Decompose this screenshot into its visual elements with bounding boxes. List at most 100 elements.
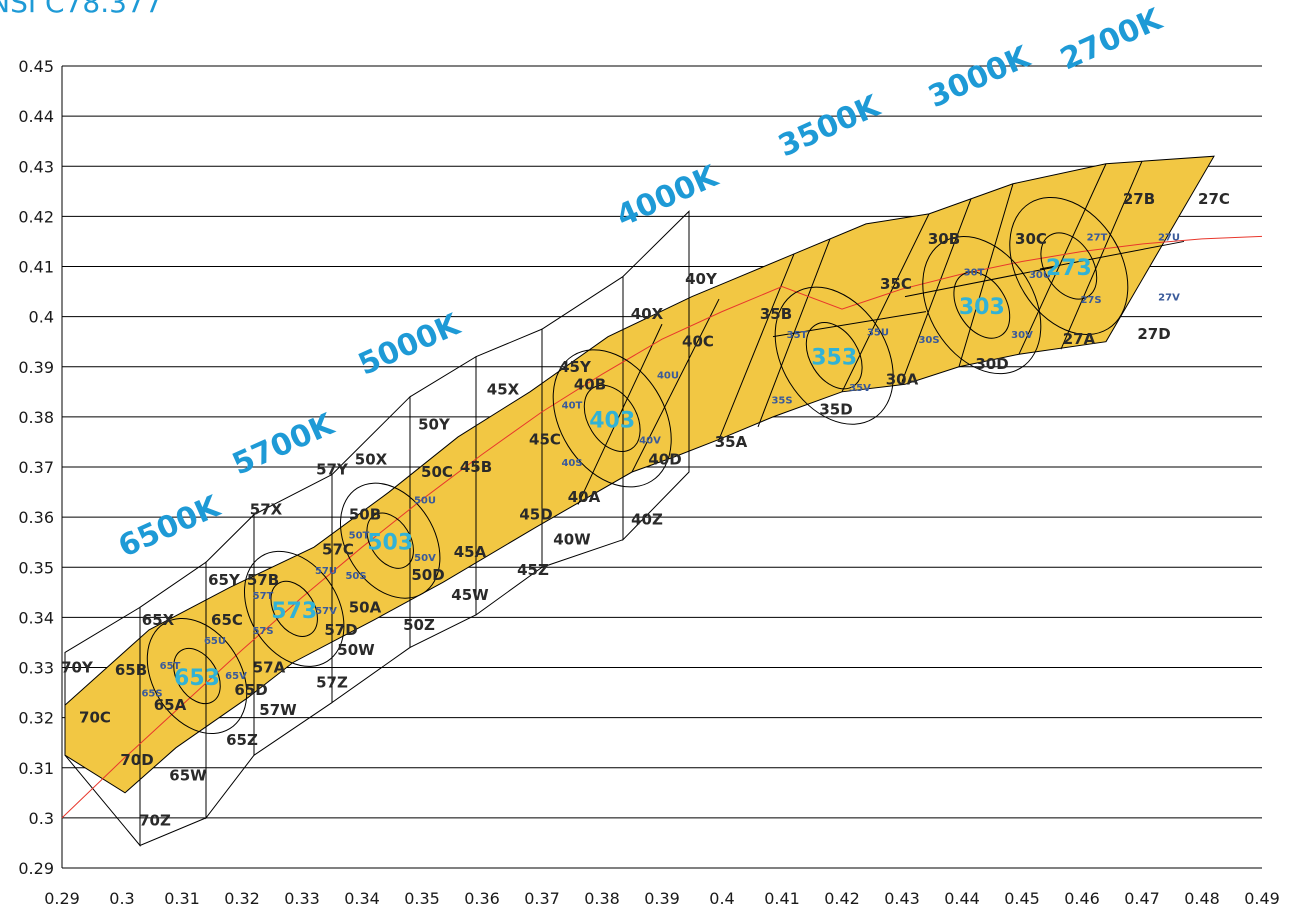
- bin-label: 45C: [529, 430, 561, 448]
- bin-label: 40Z: [631, 511, 663, 529]
- inner-ellipse: [583, 384, 641, 452]
- bin-label: 40X: [631, 305, 664, 323]
- subbin-label: 27U: [1158, 232, 1180, 243]
- subbin-label: 50T: [349, 531, 370, 542]
- subbin-label: 35T: [787, 330, 808, 341]
- y-tick-label: 0.45: [18, 57, 54, 76]
- y-tick-label: 0.37: [18, 458, 54, 477]
- outer-ellipse: [339, 482, 441, 599]
- subbin-label: 30S: [918, 335, 939, 346]
- bin-label: 57C: [322, 541, 354, 559]
- center-label: 353: [811, 346, 857, 371]
- subbin-label: 65U: [204, 636, 226, 647]
- bin-label: 50D: [411, 566, 444, 584]
- inner-ellipse: [1040, 232, 1098, 300]
- subbin-label: 35S: [771, 395, 792, 406]
- inner-ellipse: [805, 322, 863, 390]
- bin-label: 40B: [574, 375, 606, 393]
- bin-label: 30A: [886, 370, 919, 388]
- y-tick-label: 0.44: [18, 107, 54, 126]
- bin-label: 45B: [460, 458, 492, 476]
- inner-ellipse: [953, 271, 1011, 339]
- bin-label: 57A: [253, 659, 286, 677]
- subbin-label: 50U: [414, 496, 436, 507]
- cct-label: 3000K: [923, 39, 1036, 115]
- outer-ellipse: [1009, 196, 1129, 336]
- subbin-label: 27V: [1158, 293, 1180, 304]
- bin-label: 27A: [1063, 330, 1096, 348]
- bin-divider: [841, 213, 930, 393]
- subbin-label: 30U: [1029, 270, 1051, 281]
- subbin-label: 40U: [657, 370, 679, 381]
- x-tick-label: 0.3: [109, 889, 134, 908]
- bin-label: 45W: [451, 586, 489, 604]
- x-tick-label: 0.33: [284, 889, 320, 908]
- y-tick-label: 0.39: [18, 358, 54, 377]
- bin-label: 45A: [454, 543, 487, 561]
- bin-label: 30B: [928, 230, 960, 248]
- x-tick-label: 0.43: [884, 889, 920, 908]
- bin-label: 57X: [250, 501, 283, 519]
- y-tick-label: 0.29: [18, 859, 54, 878]
- bin-label: 57Z: [316, 674, 348, 692]
- bin-label: 40D: [648, 450, 681, 468]
- bin-divider: [904, 266, 1059, 298]
- subbin-label: 65T: [160, 661, 181, 672]
- bin-label: 45Z: [517, 561, 549, 579]
- subbin-label: 27T: [1087, 232, 1108, 243]
- x-tick-label: 0.39: [644, 889, 680, 908]
- y-tick-label: 0.42: [18, 207, 54, 226]
- bin-label: 57D: [324, 621, 357, 639]
- bin-label: 70C: [79, 709, 111, 727]
- subbin-label: 50S: [345, 571, 366, 582]
- y-tick-label: 0.33: [18, 659, 54, 678]
- bin-divider: [1039, 240, 1185, 270]
- inner-ellipse: [270, 580, 318, 637]
- x-tick-label: 0.35: [404, 889, 440, 908]
- bin-label: 30D: [975, 355, 1008, 373]
- x-tick-label: 0.32: [224, 889, 260, 908]
- y-tick-label: 0.36: [18, 508, 54, 527]
- bin-label: 65Y: [208, 571, 241, 589]
- bin-label: 50Z: [403, 616, 435, 634]
- bin-label: 65B: [115, 661, 147, 679]
- locus-curve: [61, 235, 1263, 819]
- bin-label: 70Z: [139, 811, 171, 829]
- subbin-label: 65V: [225, 671, 247, 682]
- bin-divider: [1018, 163, 1107, 355]
- x-tick-label: 0.49: [1244, 889, 1280, 908]
- bin-label: 40W: [553, 531, 591, 549]
- x-tick-label: 0.34: [344, 889, 380, 908]
- cct-label: 6500K: [113, 489, 226, 565]
- subbin-label: 35V: [849, 383, 871, 394]
- bin-label: 35C: [880, 275, 912, 293]
- bin-label: 57Y: [316, 461, 349, 479]
- bin-label: 40A: [568, 488, 601, 506]
- bin-label: 50Y: [418, 415, 451, 433]
- outer-ellipse: [146, 618, 248, 735]
- bin-label: 65A: [154, 696, 187, 714]
- subbin-label: 40S: [561, 458, 582, 469]
- bin-label: 50C: [421, 463, 453, 481]
- subbin-label: 50V: [414, 553, 436, 564]
- x-tick-label: 0.46: [1064, 889, 1100, 908]
- subbin-label: 40V: [639, 435, 661, 446]
- bin-label: 45D: [519, 506, 552, 524]
- bin-label: 50A: [349, 598, 382, 616]
- axis-ticks: 0.45 0.44 0.43 0.42 0.41 0.4 0.39 0.38 0.37 0.36 0…: [18, 57, 1279, 908]
- cct-label: 4000K: [611, 158, 724, 234]
- x-tick-label: 0.48: [1184, 889, 1220, 908]
- subbin-label: 30V: [1011, 330, 1033, 341]
- bin-label: 65W: [169, 766, 207, 784]
- x-tick-label: 0.37: [524, 889, 560, 908]
- center-label: 303: [959, 295, 1005, 320]
- bin-divider: [958, 183, 1014, 367]
- y-tick-label: 0.34: [18, 608, 54, 627]
- bin-divider: [772, 311, 927, 338]
- bin-label: 40C: [682, 333, 714, 351]
- planckian-locus: [61, 235, 1263, 819]
- x-tick-label: 0.45: [1004, 889, 1040, 908]
- bin-divider: [631, 298, 720, 473]
- subbin-label: 27S: [1080, 295, 1101, 306]
